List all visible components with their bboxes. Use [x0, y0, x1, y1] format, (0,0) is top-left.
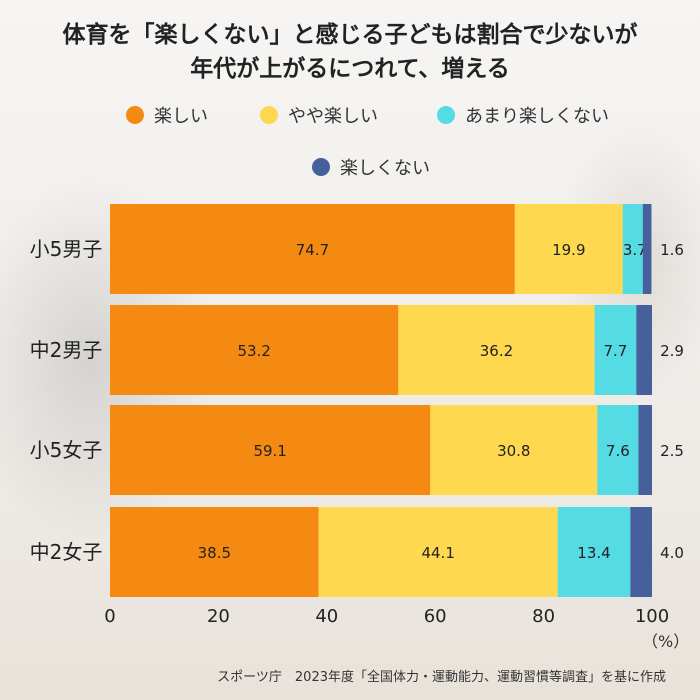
x-tick-label: 100 — [635, 606, 669, 627]
data-label: 53.2 — [237, 342, 270, 360]
data-label: 4.0 — [660, 544, 684, 562]
bar-segment — [514, 204, 623, 294]
data-label: 7.7 — [603, 342, 627, 360]
source-note: スポーツ庁 2023年度「全国体力・運動能力、運動習慣等調査」を基に作成 — [217, 670, 666, 685]
legend-swatch — [260, 106, 278, 124]
chart-title: 体育を「楽しくない」と感じる子どもは割合で少ないが 年代が上がるにつれて、増える — [0, 18, 700, 86]
bar-segment — [636, 305, 652, 395]
bar-segment — [398, 305, 595, 395]
data-label: 44.1 — [421, 544, 454, 562]
category-label: 中2女子 — [30, 540, 103, 564]
x-tick-label: 60 — [424, 606, 447, 627]
legend-item-tanoshii: 楽しい — [126, 102, 208, 128]
x-tick-label: 0 — [104, 606, 115, 627]
x-tick-label: 80 — [532, 606, 555, 627]
data-label: 19.9 — [552, 241, 585, 259]
legend-label: あまり楽しくない — [465, 106, 609, 127]
data-label: 38.5 — [198, 544, 231, 562]
data-label: 13.4 — [577, 544, 610, 562]
data-label: 7.6 — [606, 442, 630, 460]
data-label: 2.9 — [660, 342, 684, 360]
data-label: 1.6 — [660, 241, 684, 259]
data-label: 30.8 — [497, 442, 530, 460]
bar-segment — [622, 204, 643, 294]
bar-segment — [430, 405, 598, 495]
x-tick-label: 20 — [207, 606, 230, 627]
bar-segment — [630, 507, 652, 597]
category-label: 小5女子 — [30, 438, 103, 462]
bar-segment — [110, 507, 319, 597]
legend-label: 楽しくない — [340, 158, 430, 179]
x-tick-label: 40 — [315, 606, 338, 627]
bar-segment — [318, 507, 558, 597]
bar-segment — [110, 305, 399, 395]
bar-segment — [557, 507, 631, 597]
data-label: 36.2 — [480, 342, 513, 360]
legend-label: 楽しい — [154, 106, 208, 127]
legend-item-amari-tanoshikunai: あまり楽しくない — [437, 102, 609, 128]
legend-swatch — [312, 158, 330, 176]
legend-item-yaya-tanoshii: やや楽しい — [260, 102, 378, 128]
bar-segment — [638, 405, 652, 495]
data-label: 2.5 — [660, 442, 684, 460]
legend-item-tanoshikunai: 楽しくない — [312, 154, 430, 180]
bar-segment — [110, 204, 515, 294]
data-label: 3.7 — [623, 241, 647, 259]
title-line-2: 年代が上がるにつれて、増える — [190, 56, 510, 82]
legend-swatch — [126, 106, 144, 124]
legend-swatch — [437, 106, 455, 124]
bar-segment — [597, 405, 639, 495]
category-label: 小5男子 — [30, 237, 103, 261]
bar-segment — [642, 204, 652, 294]
data-label: 59.1 — [253, 442, 286, 460]
data-label: 74.7 — [296, 241, 329, 259]
category-label: 中2男子 — [30, 338, 103, 362]
bar-segment — [594, 305, 637, 395]
title-line-1: 体育を「楽しくない」と感じる子どもは割合で少ないが — [62, 22, 638, 48]
x-axis-unit: （%） — [642, 632, 690, 651]
legend-label: やや楽しい — [288, 106, 378, 127]
bar-segment — [110, 405, 431, 495]
